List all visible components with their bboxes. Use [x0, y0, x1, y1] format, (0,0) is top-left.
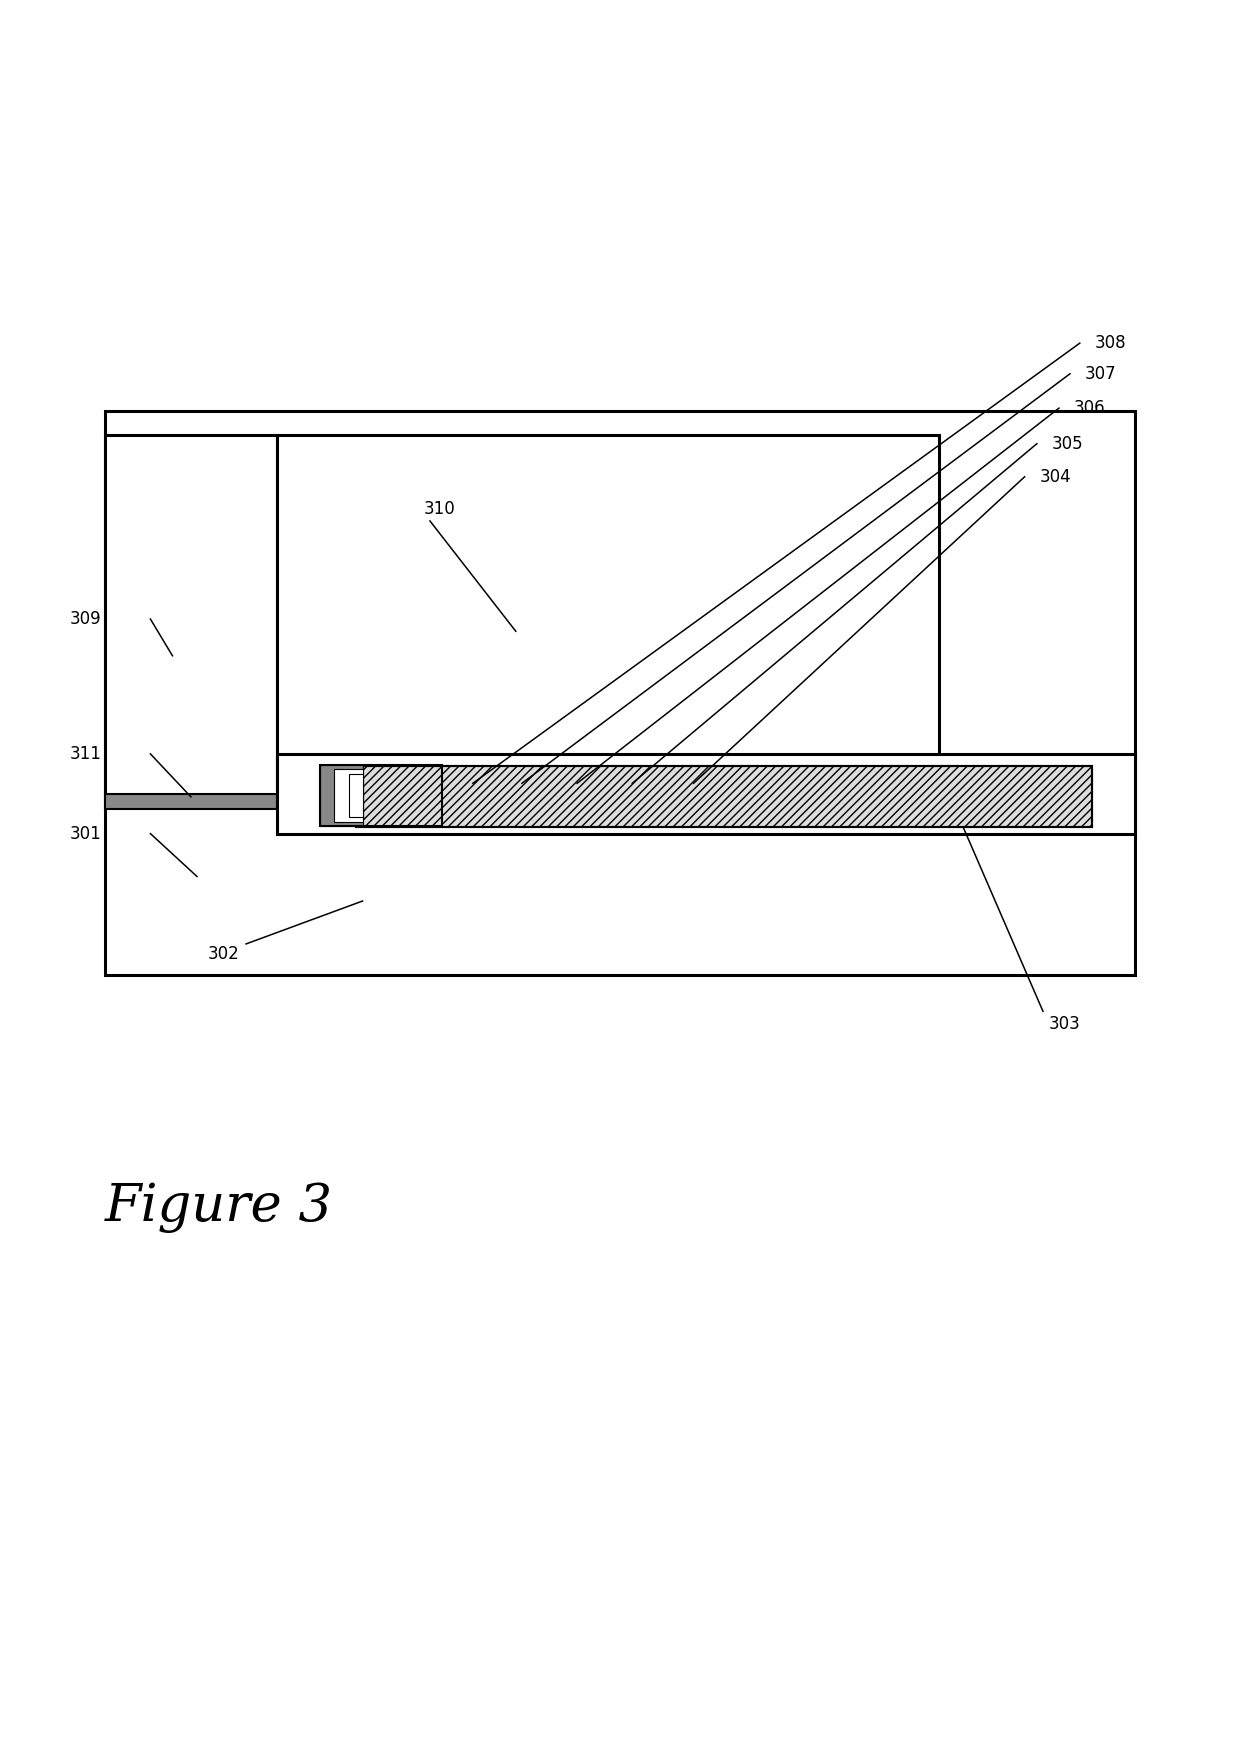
- Bar: [356, 766, 1092, 827]
- Text: 304: 304: [1039, 468, 1071, 486]
- Bar: [277, 435, 939, 798]
- Text: 311: 311: [69, 745, 102, 763]
- Bar: [105, 410, 1135, 975]
- Bar: [348, 773, 362, 817]
- Text: 306: 306: [1074, 400, 1105, 417]
- Text: 303: 303: [1049, 1015, 1081, 1033]
- Text: 310: 310: [424, 500, 455, 517]
- Bar: [356, 801, 1092, 808]
- Text: 302: 302: [208, 945, 239, 962]
- Text: 301: 301: [69, 824, 102, 843]
- Bar: [335, 770, 362, 822]
- Bar: [356, 766, 1092, 827]
- Text: 308: 308: [1095, 335, 1126, 352]
- Bar: [356, 817, 1092, 827]
- Text: 309: 309: [69, 610, 102, 628]
- Bar: [320, 764, 362, 826]
- Text: Figure 3: Figure 3: [105, 1182, 334, 1232]
- Bar: [356, 808, 1092, 817]
- Text: 305: 305: [1052, 435, 1084, 452]
- Bar: [277, 754, 1135, 834]
- Bar: [105, 794, 277, 810]
- Bar: [105, 435, 277, 798]
- Bar: [320, 764, 443, 826]
- Bar: [356, 789, 1092, 794]
- Bar: [356, 794, 1092, 801]
- Text: 307: 307: [1085, 365, 1116, 382]
